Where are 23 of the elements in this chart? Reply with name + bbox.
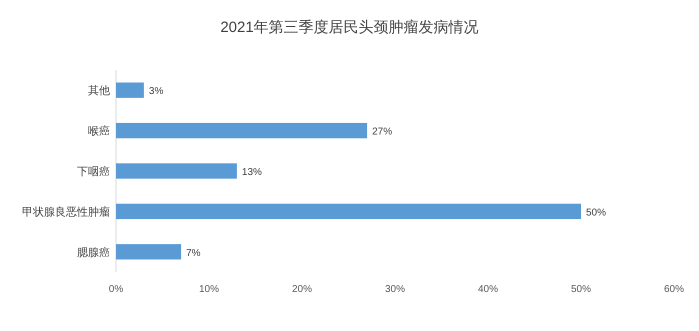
- x-tick-label: 10%: [198, 284, 220, 295]
- x-tick-label: 30%: [384, 284, 406, 295]
- bar: [116, 122, 368, 138]
- y-tick-label: 腮腺癌: [77, 246, 110, 259]
- data-label: 50%: [586, 207, 606, 218]
- x-tick-label: 0%: [108, 284, 124, 295]
- x-tick-label: 40%: [478, 284, 498, 295]
- bar: [116, 82, 144, 98]
- chart-title: 2021年第三季度居民头颈肿瘤发病情况: [220, 19, 479, 36]
- x-tick-label: 50%: [570, 284, 592, 295]
- x-tick-label: 60%: [664, 284, 684, 295]
- data-label: 7%: [186, 248, 201, 259]
- data-label: 13%: [242, 167, 262, 178]
- y-tick-label: 喉癌: [88, 124, 110, 138]
- data-label: 3%: [148, 86, 164, 98]
- data-label: 27%: [372, 126, 392, 138]
- bar: [116, 163, 237, 179]
- bar: [116, 244, 182, 260]
- bar: [116, 204, 581, 220]
- y-tick-label: 甲状腺良恶性肿瘤: [22, 205, 110, 218]
- y-tick-label: 其他: [88, 84, 110, 98]
- y-tick-label: 下咽癌: [77, 165, 110, 178]
- x-tick-label: 20%: [292, 284, 312, 295]
